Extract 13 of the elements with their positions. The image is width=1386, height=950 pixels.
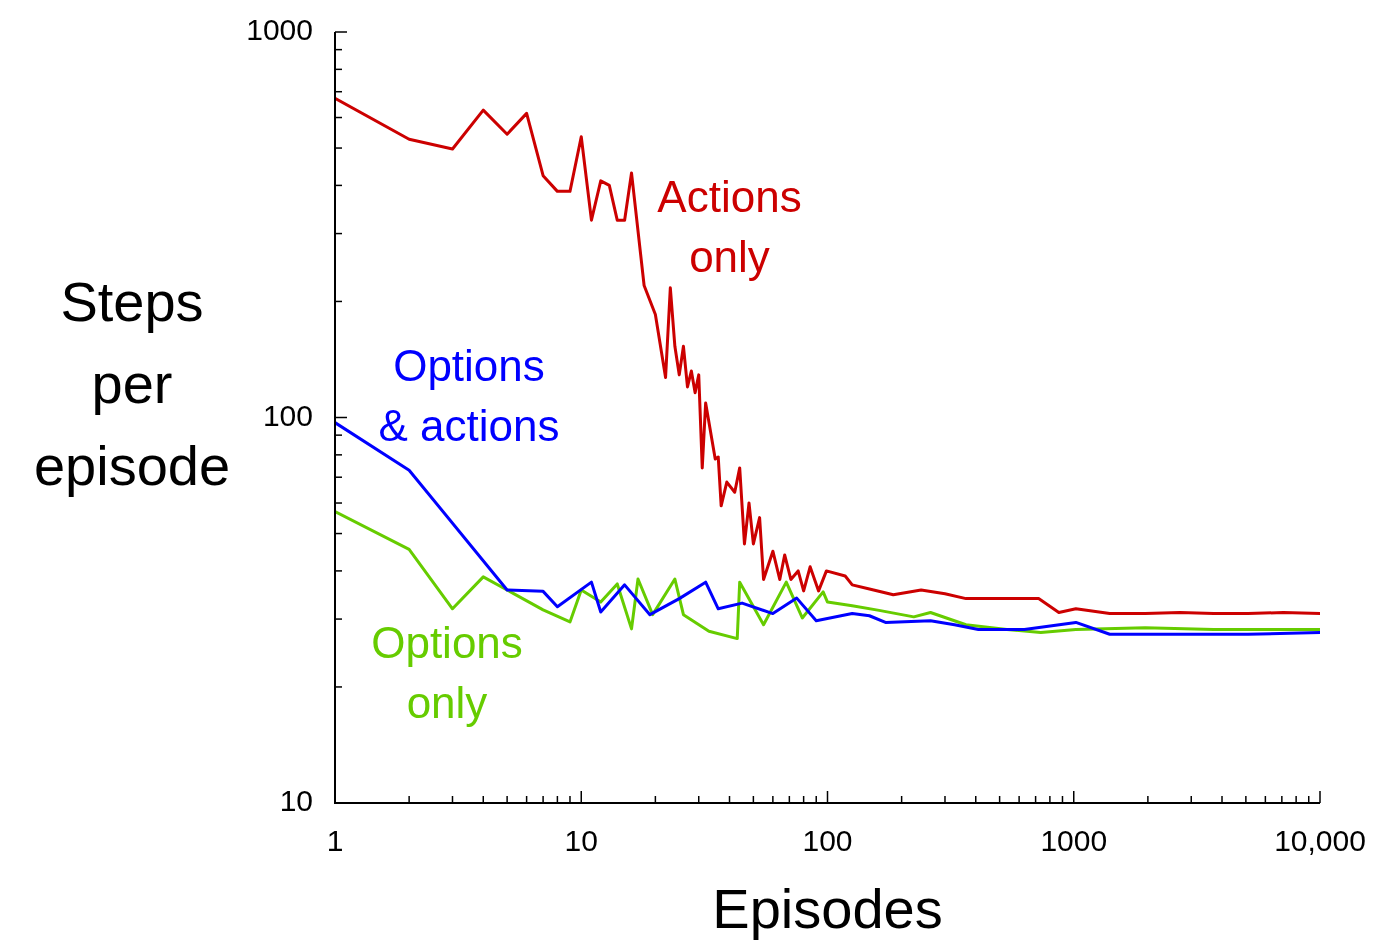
y-tick-label: 10 <box>279 784 313 818</box>
series-label: Options & actions <box>378 340 560 450</box>
x-tick-label: 10,000 <box>1274 824 1366 858</box>
y-axis-title: Steps per episode <box>33 269 231 497</box>
x-tick-label: 10 <box>564 824 598 858</box>
y-tick-label: 1000 <box>246 13 313 47</box>
x-axis-title: Episodes <box>712 876 943 940</box>
series-label: Actions only <box>657 172 802 282</box>
x-tick-label: 100 <box>802 824 853 858</box>
series-label: Options only <box>371 618 523 728</box>
x-tick-label: 1 <box>326 824 344 858</box>
y-tick-label: 100 <box>262 398 313 432</box>
x-tick-label: 1000 <box>1040 824 1108 858</box>
